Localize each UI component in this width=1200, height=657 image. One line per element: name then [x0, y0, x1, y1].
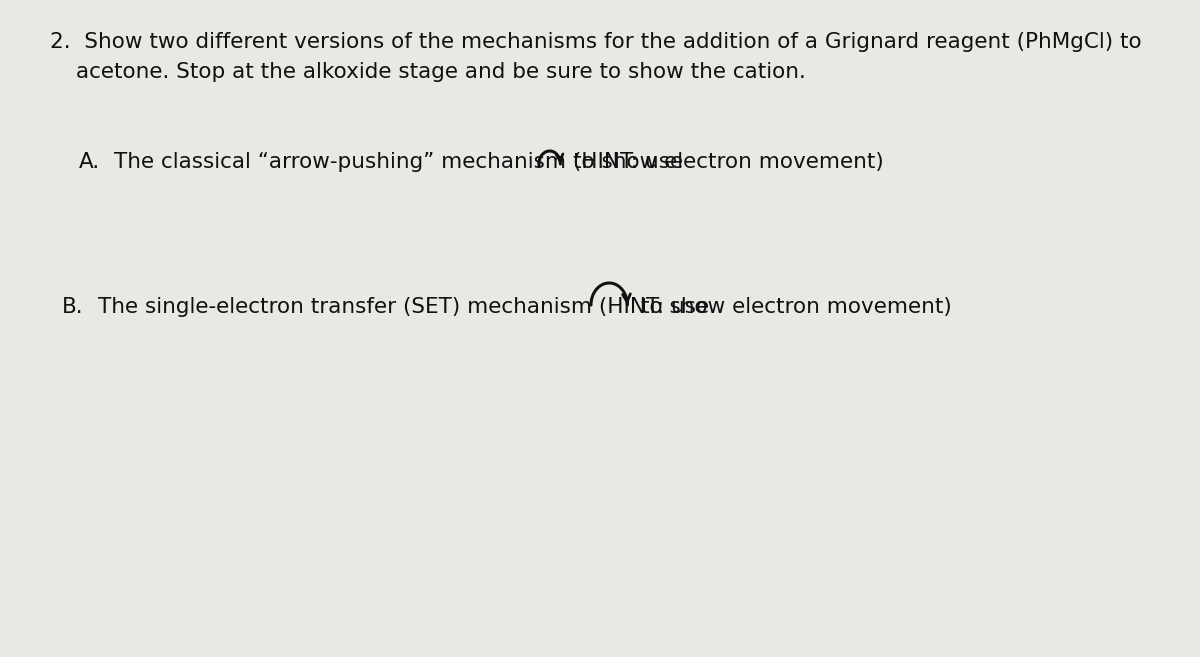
Text: The single-electron transfer (SET) mechanism (HINT: use: The single-electron transfer (SET) mecha… — [97, 297, 709, 317]
Text: A.: A. — [78, 152, 100, 172]
Text: to show electron movement): to show electron movement) — [572, 152, 883, 172]
Text: acetone. Stop at the alkoxide stage and be sure to show the cation.: acetone. Stop at the alkoxide stage and … — [76, 62, 806, 82]
Text: 2.  Show two different versions of the mechanisms for the addition of a Grignard: 2. Show two different versions of the me… — [49, 32, 1141, 52]
Text: The classical “arrow-pushing” mechanism (HINT: use: The classical “arrow-pushing” mechanism … — [114, 152, 683, 172]
Text: to show electron movement): to show electron movement) — [641, 297, 952, 317]
Text: B.: B. — [62, 297, 84, 317]
